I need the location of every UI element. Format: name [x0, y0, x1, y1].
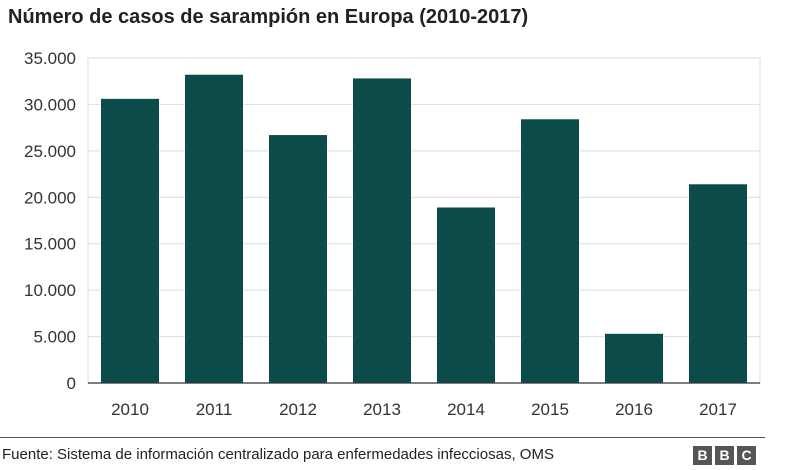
bbc-logo-letter: B	[693, 446, 712, 465]
y-tick-label: 30.000	[24, 95, 76, 114]
footer-divider	[0, 437, 765, 438]
bar	[185, 74, 243, 383]
source-note: Fuente: Sistema de información centraliz…	[2, 446, 554, 463]
bar	[689, 184, 747, 383]
y-tick-label: 20.000	[24, 188, 76, 207]
x-tick-label: 2012	[279, 400, 317, 419]
x-tick-label: 2013	[363, 400, 401, 419]
bbc-logo-letter: C	[737, 446, 756, 465]
bar	[269, 135, 327, 383]
y-tick-label: 25.000	[24, 142, 76, 161]
bbc-logo-letter: B	[715, 446, 734, 465]
bar	[353, 78, 411, 383]
x-tick-label: 2010	[111, 400, 149, 419]
bbc-logo: B B C	[693, 446, 756, 465]
bar	[101, 98, 159, 383]
bars	[101, 74, 747, 384]
bar	[605, 333, 663, 383]
y-tick-label: 10.000	[24, 281, 76, 300]
bar	[521, 119, 579, 384]
y-tick-label: 15.000	[24, 235, 76, 254]
x-tick-label: 2011	[196, 400, 233, 419]
x-tick-label: 2014	[447, 400, 485, 419]
y-tick-label: 0	[67, 374, 76, 393]
tick-labels: 0 5.000 10.000 15.000 20.000 25.000 30.000 35.0…	[24, 49, 737, 419]
x-tick-label: 2017	[699, 400, 737, 419]
bar	[437, 207, 495, 383]
x-tick-label: 2015	[531, 400, 569, 419]
y-tick-label: 35.000	[24, 49, 76, 68]
chart-title: Número de casos de sarampión en Europa (…	[8, 6, 529, 28]
y-tick-label: 5.000	[33, 328, 76, 347]
x-tick-label: 2016	[615, 400, 653, 419]
